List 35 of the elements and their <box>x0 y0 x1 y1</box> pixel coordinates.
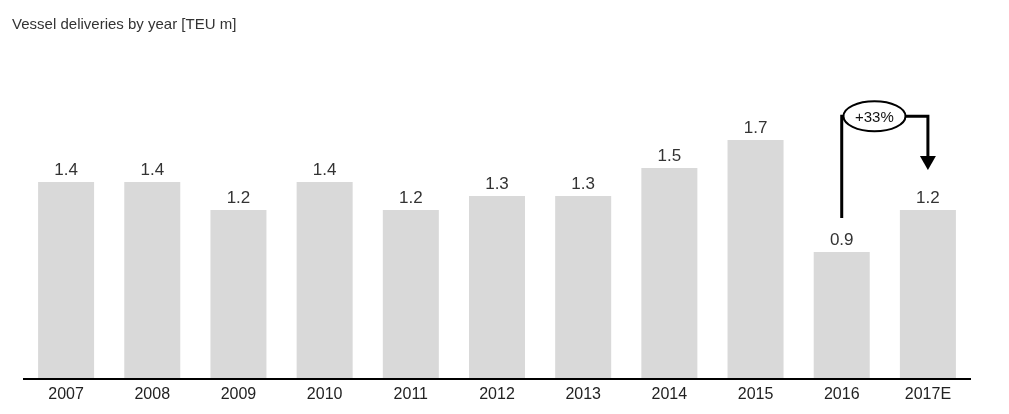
chart-title: Vessel deliveries by year [TEU m] <box>12 15 237 33</box>
bar <box>899 210 956 378</box>
x-tick-label: 2008 <box>134 385 171 403</box>
data-label: 1.5 <box>657 146 682 165</box>
x-tick-label: 2014 <box>651 385 688 403</box>
bar <box>813 252 870 378</box>
bar <box>641 168 698 378</box>
data-label: 1.4 <box>140 160 165 179</box>
x-tick-label: 2012 <box>479 385 515 403</box>
bar <box>727 140 784 378</box>
x-tick-label: 2015 <box>737 385 774 403</box>
bar <box>296 182 353 378</box>
bar <box>210 210 267 378</box>
x-tick-label: 2007 <box>48 385 84 403</box>
bar <box>382 210 439 378</box>
data-label: 1.2 <box>399 188 423 207</box>
bar <box>124 182 181 378</box>
data-label: 1.2 <box>916 188 940 207</box>
data-label: 1.2 <box>226 188 251 207</box>
bar <box>468 196 526 378</box>
x-tick-label: 2016 <box>823 385 860 403</box>
data-label: 0.9 <box>829 230 854 249</box>
data-label: 1.4 <box>54 160 78 179</box>
data-label: 1.3 <box>485 174 509 193</box>
x-tick-label: 2010 <box>306 385 343 403</box>
x-tick-label: 2009 <box>220 385 257 403</box>
x-tick-label: 2017E <box>904 385 952 403</box>
bar <box>38 182 95 378</box>
data-label: 1.4 <box>312 160 337 179</box>
data-label: 1.3 <box>571 174 595 193</box>
x-tick-label: 2013 <box>565 385 602 403</box>
text: +33% <box>855 108 894 125</box>
bar <box>555 196 612 378</box>
x-tick-label: 2011 <box>393 385 429 403</box>
data-label: 1.7 <box>743 118 768 137</box>
